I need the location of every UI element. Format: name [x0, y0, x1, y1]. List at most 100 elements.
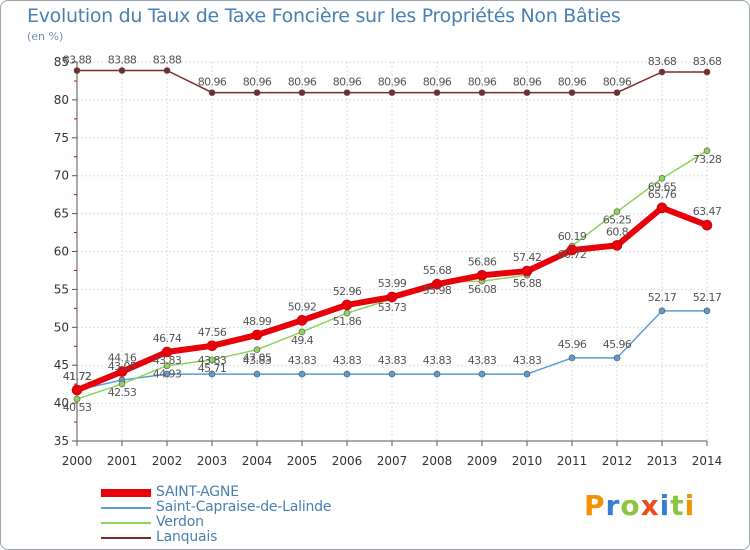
- data-point: [656, 202, 668, 214]
- data-label: 40.53: [63, 401, 92, 414]
- data-label: 80.96: [243, 76, 272, 89]
- x-tick-label: 2007: [377, 454, 408, 468]
- data-labels: 83.88 83.88 83.88 80.96 80.96 80.96 80.96 80.96…: [63, 53, 723, 414]
- logo-letter: P: [584, 489, 606, 522]
- data-point: [386, 291, 398, 303]
- legend-item: Saint-Capraise-de-Lalinde: [101, 499, 401, 515]
- data-label: 43.83: [198, 354, 227, 367]
- data-label: 45.96: [603, 338, 632, 351]
- data-label: 43.83: [468, 354, 497, 367]
- legend-label: SAINT-AGNE: [156, 484, 239, 500]
- y-tick-label: 35: [54, 434, 69, 448]
- data-point: [163, 362, 171, 370]
- data-point: [388, 370, 396, 378]
- data-point: [253, 346, 261, 353]
- series-3: [73, 67, 711, 96]
- axes: 35 40 45 50 55 60 65 70 75 80 85 2000 2001 2002 2003 20…: [54, 55, 723, 468]
- data-label: 83.88: [63, 53, 92, 66]
- line-chart: 35 40 45 50 55 60 65 70 75 80 85 2000 2001 2002 2003 20…: [54, 53, 723, 468]
- y-tick-label: 70: [54, 169, 69, 183]
- x-tick-label: 2004: [242, 454, 273, 468]
- data-point: [476, 270, 488, 281]
- data-label: 80.96: [558, 76, 587, 89]
- legend-swatch: [101, 537, 151, 539]
- data-point: [431, 278, 443, 290]
- data-label: 60.72: [558, 248, 587, 261]
- legend-item: SAINT-AGNE: [101, 484, 401, 500]
- chart-title: Evolution du Taux de Taxe Foncière sur l…: [27, 5, 621, 27]
- legend-swatch: [101, 489, 151, 497]
- data-point: [163, 370, 171, 378]
- x-tick-label: 2012: [602, 454, 633, 468]
- data-point: [298, 328, 306, 336]
- data-point: [568, 89, 576, 96]
- data-label: 47.05: [243, 352, 272, 365]
- x-tick-label: 2011: [557, 454, 588, 468]
- y-tick-label: 40: [54, 396, 69, 410]
- data-label: 52.96: [333, 285, 362, 298]
- legend: SAINT-AGNE Saint-Capraise-de-Lalinde Verdo…: [101, 484, 401, 545]
- y-tick-label: 65: [54, 207, 69, 221]
- x-tick-label: 2008: [422, 454, 453, 468]
- data-label: 56.08: [468, 283, 497, 296]
- data-label: 51.86: [333, 315, 362, 328]
- data-label: 80.96: [468, 76, 497, 89]
- data-point: [206, 340, 218, 352]
- data-label: 80.96: [603, 76, 632, 89]
- y-tick-label: 75: [54, 131, 69, 145]
- logo-letter: r: [605, 489, 621, 522]
- data-point: [118, 380, 126, 388]
- data-label: 65.25: [603, 214, 632, 227]
- data-point: [478, 89, 486, 96]
- data-label: 43.83: [378, 354, 407, 367]
- x-tick-label: 2009: [467, 454, 498, 468]
- x-tick-label: 2005: [287, 454, 318, 468]
- data-point: [163, 67, 171, 74]
- data-label: 44.93: [153, 368, 182, 381]
- y-tick-label: 80: [54, 93, 69, 107]
- data-point: [658, 307, 666, 315]
- x-tick-label: 2010: [512, 454, 543, 468]
- y-tick-label: 45: [54, 358, 69, 372]
- data-point: [703, 68, 711, 76]
- data-point: [208, 356, 216, 364]
- data-point: [433, 370, 441, 378]
- data-point: [523, 89, 531, 96]
- y-tick-label: 55: [54, 282, 69, 296]
- logo-letter: i: [659, 489, 671, 522]
- data-point: [251, 329, 263, 341]
- data-point: [161, 346, 173, 358]
- data-point: [703, 147, 711, 155]
- legend-swatch: [101, 522, 151, 524]
- logo-letter: o: [620, 489, 641, 522]
- data-label: 69.65: [648, 180, 677, 193]
- series-0: [71, 202, 713, 396]
- data-label: 60.8: [606, 225, 629, 238]
- x-tick-label: 2003: [197, 454, 228, 468]
- data-label: 83.68: [648, 55, 677, 68]
- data-point: [116, 366, 128, 377]
- data-label: 53.73: [378, 301, 407, 314]
- data-label: 83.88: [108, 53, 137, 66]
- data-label: 43.83: [333, 354, 362, 367]
- data-point: [478, 370, 486, 378]
- legend-label: Saint-Capraise-de-Lalinde: [156, 499, 332, 515]
- data-point: [613, 89, 621, 96]
- x-tick-label: 2006: [332, 454, 363, 468]
- data-label: 63.47: [693, 205, 722, 218]
- data-point: [568, 354, 576, 362]
- data-label: 42.53: [108, 386, 137, 399]
- y-tick-label: 60: [54, 245, 69, 259]
- data-point: [343, 89, 351, 96]
- data-label: 43.83: [243, 354, 272, 367]
- data-point: [611, 240, 623, 251]
- data-label: 83.68: [693, 55, 722, 68]
- data-label: 56.86: [468, 255, 497, 268]
- x-tick-label: 2014: [692, 454, 723, 468]
- data-point: [208, 89, 216, 96]
- legend-item: Lanquais: [101, 529, 401, 545]
- x-tick-label: 2001: [107, 454, 138, 468]
- data-label: 56.88: [513, 277, 542, 290]
- x-tick-label: 2000: [62, 454, 93, 468]
